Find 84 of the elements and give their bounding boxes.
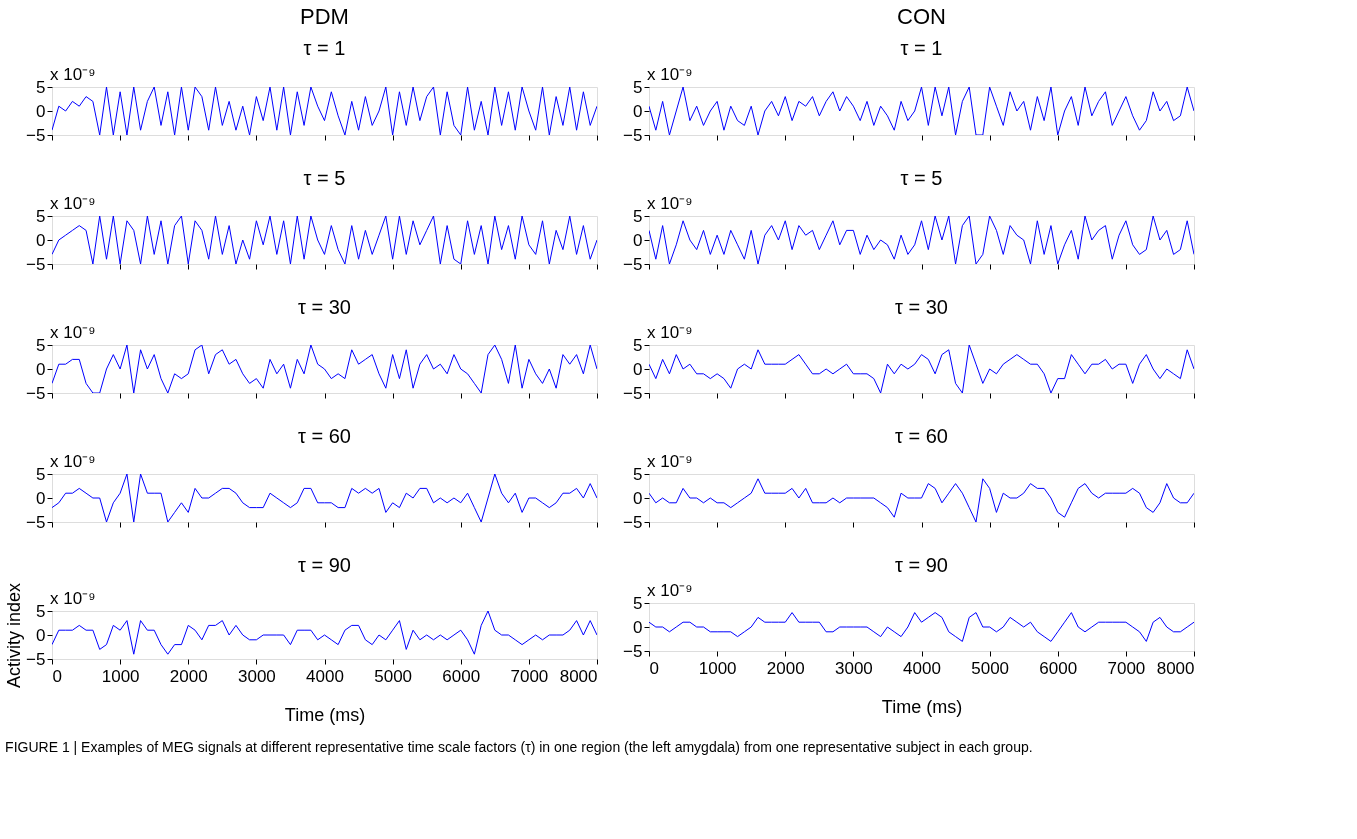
line-series	[52, 216, 597, 264]
y-tick-label: 5	[633, 335, 643, 355]
y-tick-label: 5	[633, 464, 643, 484]
line-series	[649, 612, 1194, 642]
y-tick-label: −5	[623, 641, 643, 661]
x-tick-label: 8000	[1156, 658, 1195, 678]
y-tick-label: 0	[633, 488, 643, 508]
x-tick-label: 6000	[442, 666, 481, 686]
x-tick-label: 1000	[698, 658, 737, 678]
text: x 10⁻⁹	[647, 581, 693, 600]
x-tick-label: 0	[52, 666, 62, 686]
x-tick-label: 5000	[374, 666, 413, 686]
y-tick-label: −5	[26, 254, 46, 274]
y-tick-label: 0	[36, 101, 46, 121]
y-tick-label: 5	[633, 206, 643, 226]
y-tick-label: −5	[623, 125, 643, 145]
y-tick-label: 5	[633, 593, 643, 613]
line-series	[649, 478, 1194, 522]
chart-subtitle: τ = 1	[900, 37, 943, 59]
chart-title: τ = 30	[895, 296, 948, 318]
y-tick-label: 5	[36, 77, 46, 97]
chart-title: PDM	[300, 4, 349, 29]
y-tick-label: 0	[36, 625, 46, 645]
chart-title: CON	[897, 4, 946, 29]
text: x 10⁻⁹	[647, 323, 693, 342]
x-tick-label: 3000	[834, 658, 873, 678]
text: x 10⁻⁹	[50, 194, 96, 213]
text: x 10⁻⁹	[50, 65, 96, 84]
y-tick-label: −5	[623, 512, 643, 532]
x-tick-label: 8000	[559, 666, 598, 686]
y-tick-label: 5	[633, 77, 643, 97]
x-tick-label: 1000	[101, 666, 140, 686]
line-series	[649, 345, 1194, 393]
y-axis-title: Activity index	[4, 582, 25, 689]
y-tick-label: 0	[36, 488, 46, 508]
y-tick-label: 0	[36, 359, 46, 379]
text: x 10⁻⁹	[50, 323, 96, 342]
line-series	[52, 345, 597, 393]
chart-title: τ = 60	[895, 425, 948, 447]
y-tick-label: −5	[26, 649, 46, 669]
x-tick-label: 2000	[766, 658, 805, 678]
y-tick-label: 0	[633, 230, 643, 250]
text: x 10⁻⁹	[647, 194, 693, 213]
y-tick-label: −5	[26, 512, 46, 532]
chart-subtitle: τ = 1	[303, 37, 346, 59]
caption: FIGURE 1 | Examples of MEG signals at different representative time scale factors (τ) in one region (the left amygdala) from one representative subject in each group.	[5, 738, 1033, 755]
y-tick-label: 0	[633, 359, 643, 379]
text: x 10⁻⁹	[647, 65, 693, 84]
text: x 10⁻⁹	[50, 589, 96, 608]
y-tick-label: −5	[623, 383, 643, 403]
x-tick-label: 5000	[971, 658, 1010, 678]
line-series	[649, 87, 1194, 135]
y-tick-label: 5	[36, 464, 46, 484]
chart-title: τ = 5	[303, 167, 346, 189]
x-axis-title: Time (ms)	[284, 704, 366, 725]
y-tick-label: 5	[36, 335, 46, 355]
x-tick-label: 7000	[510, 666, 549, 686]
chart-title: τ = 60	[298, 425, 351, 447]
line-series	[649, 216, 1194, 264]
line-series	[52, 611, 597, 655]
x-tick-label: 4000	[903, 658, 941, 678]
x-tick-label: 0	[649, 658, 659, 678]
y-tick-label: 5	[36, 206, 46, 226]
x-tick-label: 7000	[1107, 658, 1146, 678]
y-tick-label: 5	[36, 601, 46, 621]
y-tick-label: −5	[623, 254, 643, 274]
x-tick-label: 3000	[237, 666, 276, 686]
chart-title: τ = 90	[298, 554, 351, 577]
x-axis-title: Time (ms)	[881, 696, 963, 717]
x-tick-label: 2000	[169, 666, 208, 686]
chart-title: τ = 90	[895, 554, 948, 576]
y-tick-label: 0	[633, 617, 643, 637]
y-tick-label: −5	[26, 383, 46, 403]
x-tick-label: 6000	[1039, 658, 1078, 678]
chart-title: τ = 5	[900, 167, 943, 189]
text: x 10⁻⁹	[50, 452, 96, 471]
y-tick-label: −5	[26, 125, 46, 145]
y-tick-label: 0	[36, 230, 46, 250]
line-series	[52, 474, 597, 522]
chart-title: τ = 30	[298, 296, 351, 318]
text: x 10⁻⁹	[647, 452, 693, 471]
y-tick-label: 0	[633, 101, 643, 121]
x-tick-label: 4000	[306, 666, 344, 686]
line-series	[52, 87, 597, 135]
